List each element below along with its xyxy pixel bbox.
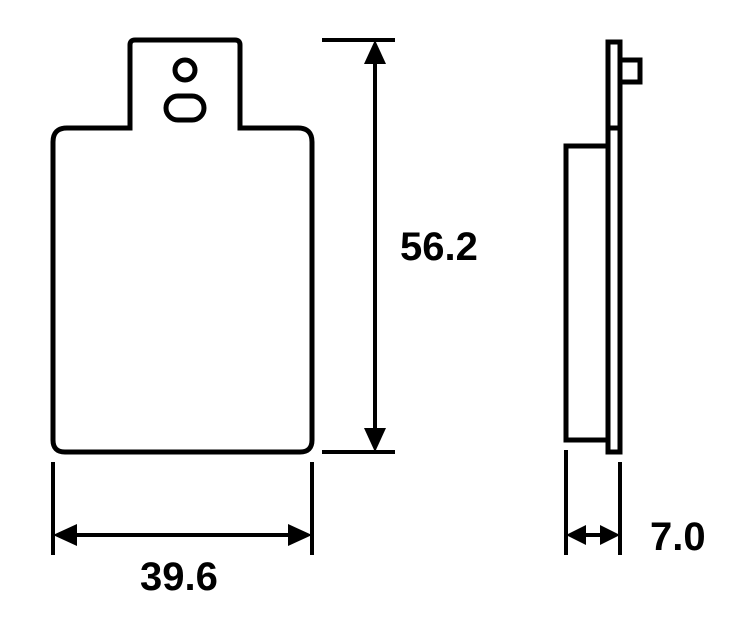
dim-thickness-label: 7.0 [650, 515, 706, 560]
dim-thickness [566, 450, 620, 555]
pad-outline [53, 40, 312, 452]
tab-hole-circle [175, 60, 195, 80]
drawing-canvas [0, 0, 749, 617]
dim-width [53, 462, 312, 555]
dim-width-label: 39.6 [140, 555, 218, 600]
side-view [566, 42, 640, 452]
dim-height-label: 56.2 [400, 225, 478, 270]
tab-hole-slot [166, 96, 204, 120]
dim-height [322, 40, 395, 452]
side-pin [620, 60, 640, 82]
front-view [53, 40, 312, 452]
side-friction [566, 146, 608, 440]
